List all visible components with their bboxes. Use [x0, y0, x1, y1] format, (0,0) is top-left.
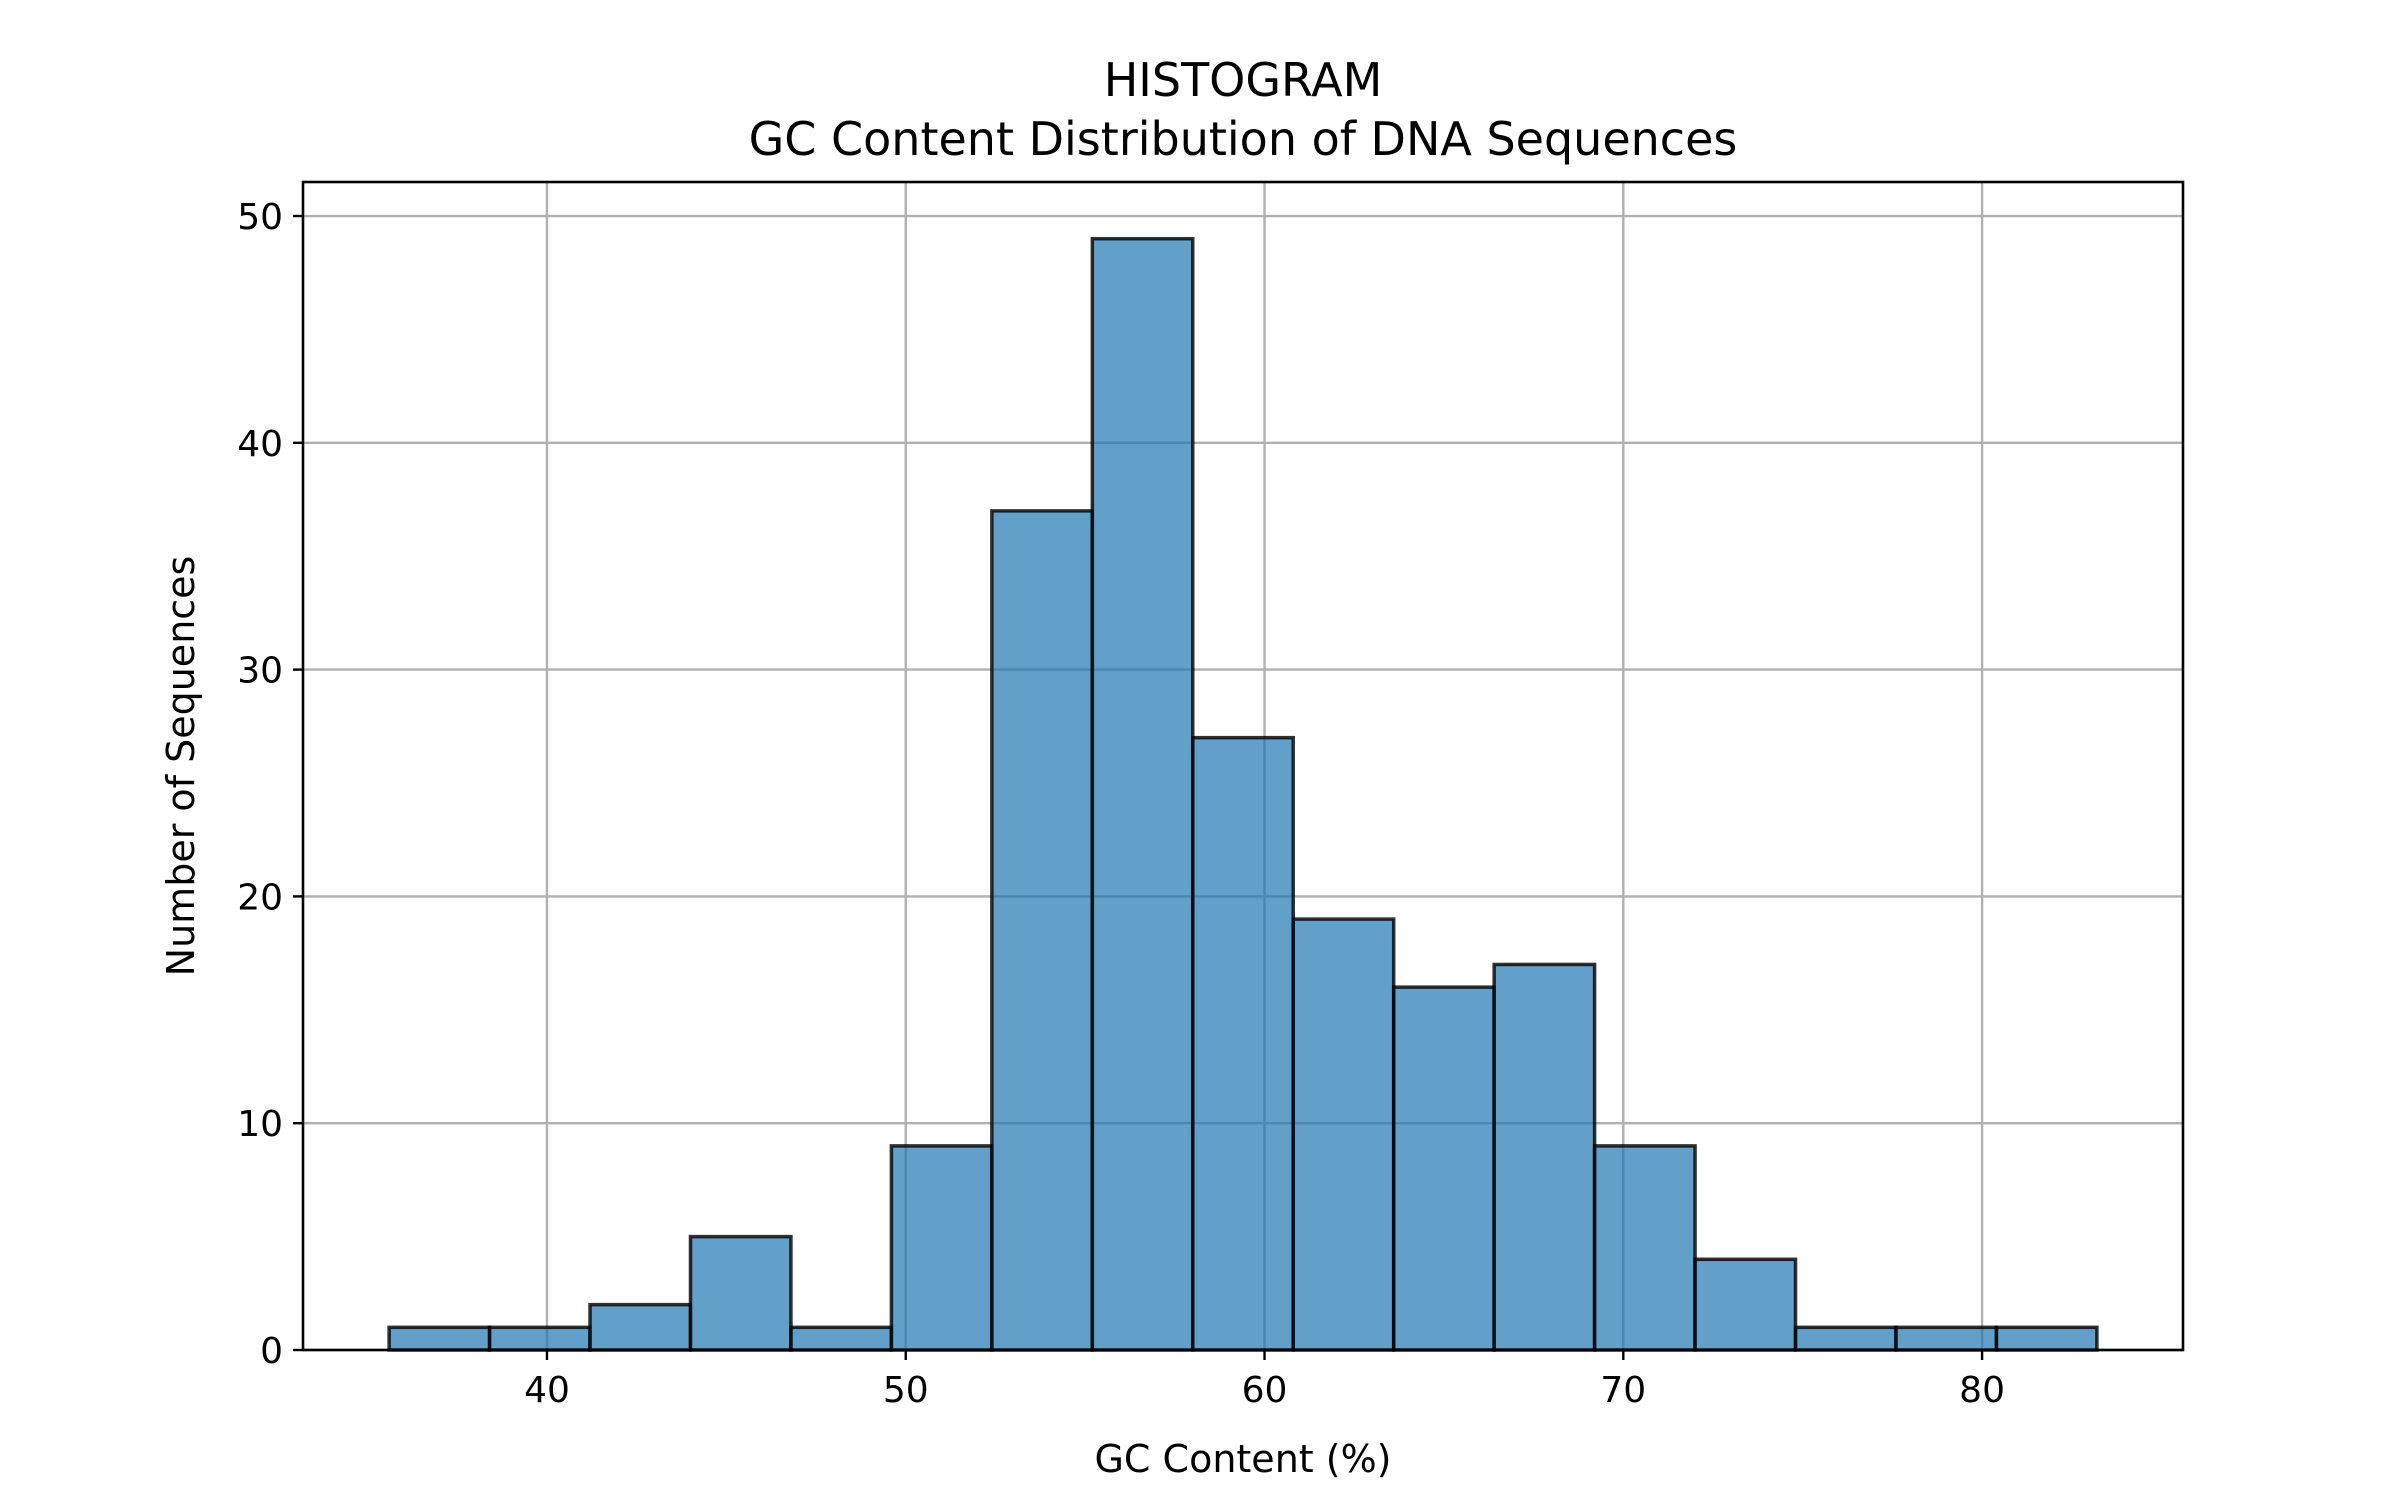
- histogram-bar: [1894, 1325, 1999, 1352]
- y-tick-label: 10: [237, 1104, 283, 1145]
- histogram-bar: [588, 1302, 693, 1352]
- histogram-bar: [688, 1234, 793, 1352]
- y-tick-label: 0: [260, 1331, 283, 1372]
- y-tick-label: 20: [237, 877, 283, 918]
- chart-title: HISTOGRAM: [1104, 53, 1383, 107]
- y-tick-label: 50: [237, 197, 283, 238]
- histogram-bar: [1291, 917, 1396, 1352]
- histogram-bar: [1994, 1325, 2099, 1352]
- x-tick-label: 40: [524, 1370, 570, 1411]
- histogram-bars: [387, 236, 2099, 1352]
- histogram-bar: [1090, 236, 1195, 1352]
- histogram-bar: [1793, 1325, 1898, 1352]
- y-tick-label: 40: [237, 424, 283, 465]
- histogram-bar: [1592, 1144, 1697, 1352]
- y-axis-label: Number of Sequences: [159, 556, 203, 977]
- x-tick-label: 70: [1600, 1370, 1646, 1411]
- plot-frame: [301, 180, 2185, 1352]
- x-tick-label: 50: [883, 1370, 929, 1411]
- histogram-bar: [889, 1144, 994, 1352]
- x-axis-label: GC Content (%): [1094, 1437, 1391, 1481]
- histogram-bar: [789, 1325, 894, 1352]
- chart-subtitle: GC Content Distribution of DNA Sequences: [749, 112, 1738, 166]
- y-tick-label: 30: [237, 651, 283, 692]
- histogram-bar: [990, 509, 1095, 1352]
- histogram-bar: [1693, 1257, 1798, 1352]
- histogram-bar: [1391, 985, 1496, 1352]
- histogram-bar: [1191, 735, 1295, 1352]
- histogram-bar: [1492, 962, 1597, 1352]
- axis-ticks: 40 50 60 70 80 0 10 20 30 40 50: [237, 197, 2005, 1411]
- x-tick-label: 60: [1242, 1370, 1288, 1411]
- histogram-bar: [487, 1325, 592, 1352]
- x-tick-label: 80: [1959, 1370, 2005, 1411]
- histogram-bar: [387, 1325, 492, 1352]
